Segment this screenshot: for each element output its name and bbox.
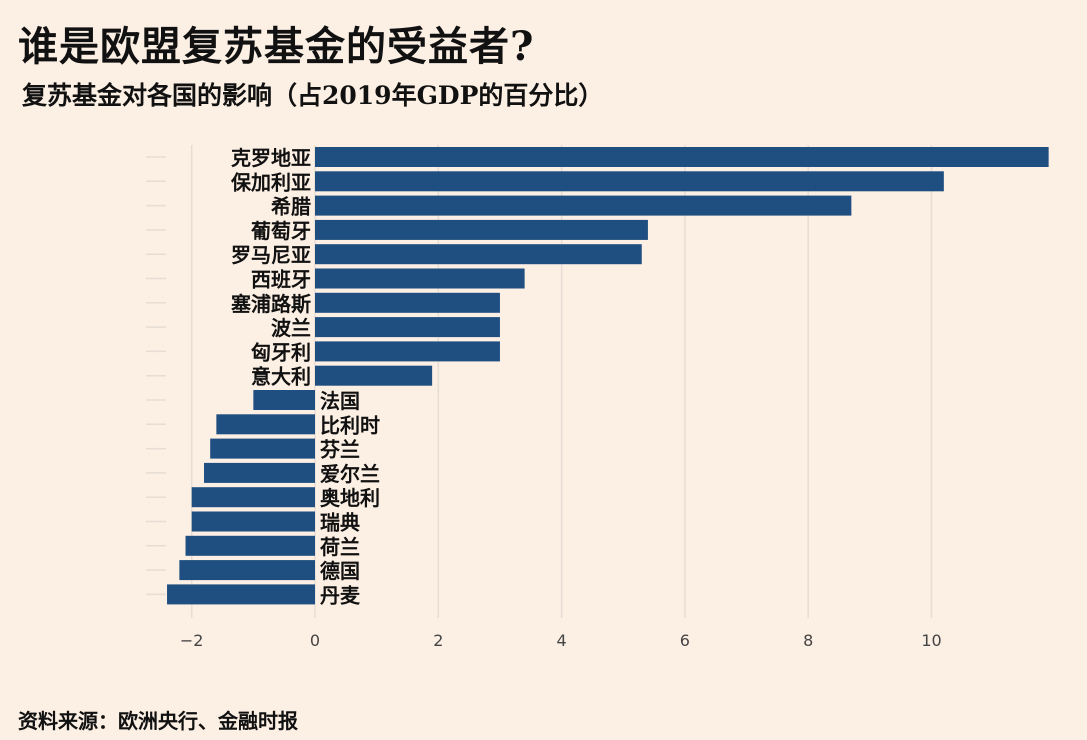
category-label: 瑞典 — [320, 511, 360, 535]
chart-subtitle: 复苏基金对各国的影响（占2019年GDP的百分比） — [22, 81, 604, 110]
category-label: 匈牙利 — [251, 340, 311, 364]
bar — [315, 195, 852, 216]
bar — [216, 414, 315, 435]
bar — [253, 390, 315, 410]
bar — [315, 268, 525, 289]
bar — [179, 560, 315, 581]
bar — [191, 487, 315, 508]
x-tick-label: 8 — [803, 631, 813, 650]
category-label: 比利时 — [320, 413, 380, 437]
bar — [315, 317, 500, 338]
bar — [315, 341, 500, 362]
category-label: 德国 — [320, 559, 360, 583]
x-axis-ticks: −2 0 2 4 6 8 10 — [180, 631, 942, 650]
bar — [191, 511, 315, 532]
category-label: 奥地利 — [320, 486, 380, 510]
bar — [315, 171, 944, 192]
chart-title: 谁是欧盟复苏基金的受益者? — [18, 23, 535, 70]
grid-lines — [190, 145, 933, 618]
y-axis — [146, 156, 166, 596]
bar — [315, 292, 500, 313]
category-label: 西班牙 — [251, 268, 311, 292]
bar — [315, 219, 648, 240]
x-tick-label: 4 — [557, 631, 567, 650]
category-label: 爱尔兰 — [320, 462, 380, 486]
category-label: 波兰 — [271, 316, 311, 340]
category-label: 法国 — [320, 389, 360, 413]
bar — [167, 584, 315, 605]
category-labels: 克罗地亚保加利亚希腊葡萄牙罗马尼亚西班牙塞浦路斯波兰匈牙利意大利法国比利时芬兰爱… — [230, 146, 380, 607]
category-label: 葡萄牙 — [250, 219, 311, 243]
category-label: 意大利 — [251, 365, 311, 389]
x-tick-label: 0 — [310, 631, 320, 650]
x-tick-label: 6 — [680, 631, 690, 650]
bar — [315, 365, 433, 386]
bar — [210, 438, 315, 459]
category-label: 保加利亚 — [230, 170, 311, 194]
category-label: 荷兰 — [320, 535, 360, 559]
category-label: 芬兰 — [320, 438, 360, 462]
category-label: 克罗地亚 — [231, 146, 311, 170]
category-label: 罗马尼亚 — [231, 243, 311, 267]
x-tick-label: −2 — [180, 631, 204, 650]
category-label: 丹麦 — [320, 583, 361, 607]
category-label: 希腊 — [271, 195, 311, 219]
source-note: 资料来源：欧洲央行、金融时报 — [18, 709, 298, 733]
bar — [315, 147, 1049, 167]
bar — [204, 462, 315, 483]
bars — [167, 147, 1049, 605]
bar — [185, 535, 315, 556]
category-label: 塞浦路斯 — [231, 292, 311, 316]
x-tick-label: 10 — [921, 631, 941, 650]
x-tick-label: 2 — [433, 631, 443, 650]
bar — [315, 244, 642, 265]
